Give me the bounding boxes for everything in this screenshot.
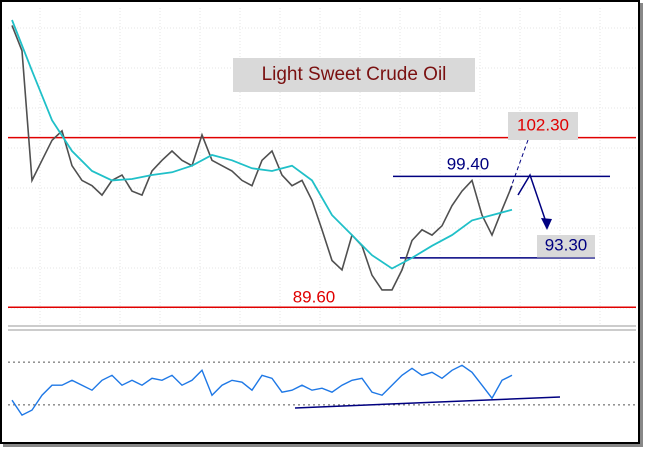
arrow-head xyxy=(541,218,552,230)
level-label: 93.30 xyxy=(545,235,588,254)
level-label-box xyxy=(537,235,595,258)
oscillator-trendline xyxy=(294,396,561,409)
oscillator-line xyxy=(11,364,513,417)
level-label: 102.30 xyxy=(517,115,569,134)
price-line xyxy=(11,25,513,291)
forecast-arrow xyxy=(517,173,548,226)
level-label: 89.60 xyxy=(293,287,336,306)
projection-line xyxy=(509,139,529,191)
title-box xyxy=(233,58,475,92)
level-label: 99.40 xyxy=(447,154,490,173)
grid xyxy=(8,8,636,406)
level-label-box xyxy=(508,112,578,140)
chart-title: Light Sweet Crude Oil xyxy=(262,64,447,85)
moving-average xyxy=(11,19,513,270)
